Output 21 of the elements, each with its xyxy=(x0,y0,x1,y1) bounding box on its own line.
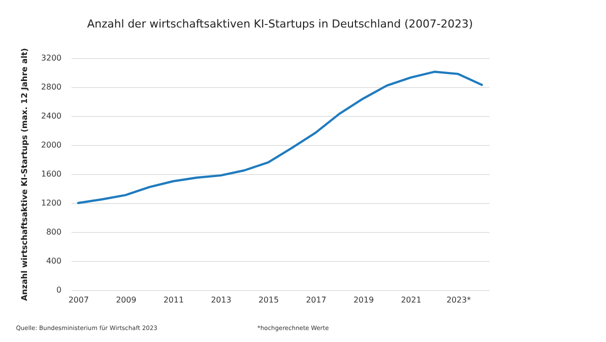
x-tick-label: 2015 xyxy=(258,296,279,304)
y-axis-title: Anzahl wirtschaftsaktive KI-Startups (max. 12 Jahre alt) xyxy=(20,48,30,301)
y-tick-label: 2400 xyxy=(41,112,62,120)
x-tick-label: 2017 xyxy=(306,296,326,304)
line-series xyxy=(77,70,483,204)
x-tick-label: 2013 xyxy=(210,296,232,304)
chart-title: Anzahl der wirtschaftsaktiven KI-Startups in Deutschland (2007-2023) xyxy=(87,18,473,31)
y-tick-label: 2800 xyxy=(41,82,62,92)
y-tick-label: 800 xyxy=(46,228,62,236)
x-tick-label: 2009 xyxy=(116,296,136,304)
x-tick-label: 2023* xyxy=(446,296,471,304)
y-tick-label: 0 xyxy=(56,286,62,294)
x-tick-label: 2021 xyxy=(400,296,422,304)
x-tick-label: 2019 xyxy=(353,296,374,304)
y-tick-label: 3200 xyxy=(41,54,62,62)
x-tick-label: 2011 xyxy=(163,296,184,304)
y-tick-label: 1600 xyxy=(41,170,62,178)
y-tick-label: 400 xyxy=(46,256,62,266)
y-tick-label: 2000 xyxy=(41,140,62,150)
x-tick-label: 2007 xyxy=(68,296,89,304)
y-tick-label: 1200 xyxy=(41,198,62,208)
